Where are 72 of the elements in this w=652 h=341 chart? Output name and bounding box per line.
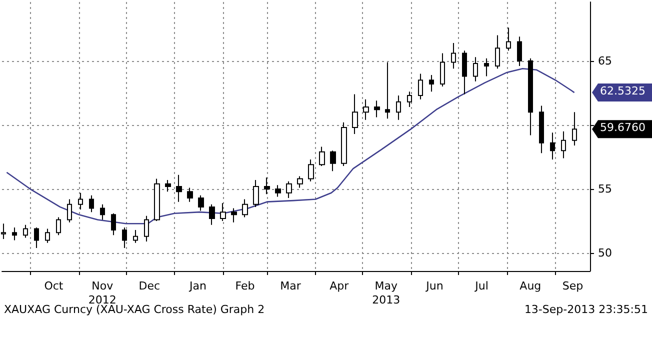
candlestick: [253, 180, 259, 208]
candlestick: [89, 194, 94, 213]
candlestick: [495, 34, 500, 70]
candlestick: [451, 42, 456, 70]
x-tick-label: Jun: [425, 280, 444, 292]
candlestick: [352, 94, 358, 134]
candlestick: [12, 226, 17, 241]
candlestick: [165, 180, 171, 192]
candlestick: [34, 226, 39, 248]
candlestick: [396, 95, 401, 120]
candlestick: [176, 174, 182, 202]
x-tick-label: Jan: [188, 280, 206, 292]
line-series: [6, 68, 575, 224]
candlestick: [111, 212, 116, 236]
candlestick: [122, 226, 127, 248]
candlestick: [517, 36, 522, 67]
candlestick: [242, 198, 248, 218]
candlestick: [209, 204, 215, 226]
x-tick-label: Aug: [520, 280, 542, 292]
candlestick: [418, 73, 423, 100]
candlestick: [275, 184, 281, 198]
candlestick: [78, 192, 83, 210]
candlestick: [341, 122, 347, 166]
candlestick: [23, 224, 28, 238]
x-tick-label: Dec: [138, 280, 160, 292]
candlestick: [1, 223, 6, 240]
y-tick-label: 65: [598, 54, 612, 68]
candlestick: [154, 178, 160, 222]
candlestick: [407, 91, 412, 108]
candlestick: [385, 62, 390, 120]
candlestick: [528, 58, 533, 136]
y-tick-label: 55: [598, 182, 612, 196]
annotation: 59.6760: [600, 121, 646, 134]
y-tick-label: 50: [598, 246, 612, 260]
candlestick: [231, 208, 237, 223]
candlestick: [45, 228, 50, 244]
text: 13-Sep-2013 23:35:51: [524, 303, 648, 316]
candlestick: [484, 58, 489, 77]
candlestick: [561, 130, 566, 159]
x-tick-label: Mar: [280, 280, 302, 292]
candlestick: [506, 27, 511, 52]
candlestick: [374, 100, 380, 118]
candlestick: [67, 198, 72, 223]
candlestick: [308, 159, 314, 182]
candlestick: [462, 50, 467, 95]
x-tick-label: Jul: [474, 280, 488, 292]
candlestick: [572, 112, 577, 146]
candlestick: [264, 176, 270, 195]
candlestick: [330, 150, 336, 172]
candlestick: [286, 180, 292, 198]
candlestick: [319, 146, 325, 166]
candlestick: [100, 204, 105, 220]
candlestick: [297, 176, 303, 188]
candlestick: [473, 56, 478, 82]
candlestick: [187, 187, 193, 202]
x-tick-label: Sep: [562, 280, 584, 292]
x-tick-label: Oct: [44, 280, 64, 292]
candlestick: [550, 132, 555, 160]
candlestick: [144, 215, 149, 242]
candlestick: [56, 216, 61, 236]
candlestick: [429, 74, 434, 92]
candlestick: [363, 98, 369, 120]
text: XAUXAG Curncy (XAU-XAG Cross Rate) Graph 2: [4, 303, 265, 316]
x-tick-label: Feb: [235, 280, 255, 292]
x-tick-label: May 2013: [372, 280, 400, 306]
annotation: 62.5325: [600, 84, 646, 98]
x-tick-label: Apr: [330, 280, 350, 292]
candlestick: [440, 52, 445, 88]
candlestick: [133, 230, 138, 244]
candlestick: [539, 105, 544, 154]
candlestick: [220, 202, 226, 222]
candlestick: [198, 194, 204, 212]
